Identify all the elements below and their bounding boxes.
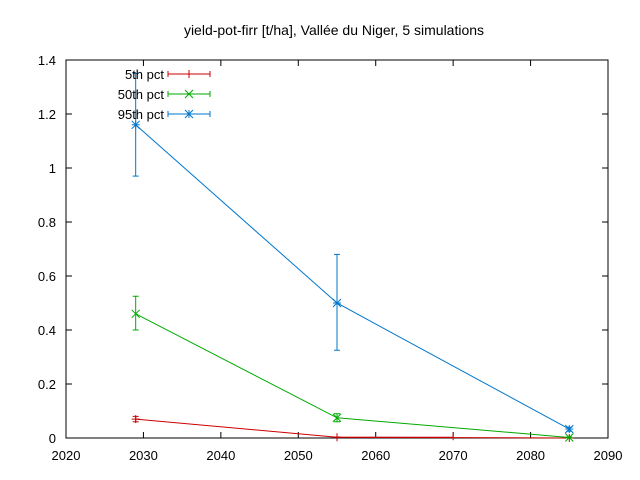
data-point — [332, 298, 342, 308]
legend-label: 95th pct — [118, 107, 165, 122]
marker-stroke — [564, 433, 574, 442]
marker-stroke — [131, 120, 141, 130]
data-point — [131, 120, 141, 130]
x-tick-label: 2080 — [516, 448, 545, 463]
legend-marker — [185, 70, 193, 78]
y-tick-label: 1.4 — [38, 53, 56, 68]
series-3 — [131, 73, 574, 434]
data-point — [332, 413, 342, 423]
x-tick-label: 2020 — [52, 448, 81, 463]
legend-item-1: 5th pct — [125, 67, 211, 82]
legend-item-3: 95th pct — [118, 107, 211, 122]
y-tick-label: 0.8 — [38, 215, 56, 230]
x-axis: 2020 2030 2040 2050 2060 2070 2080 2090 — [52, 60, 623, 463]
data-point — [564, 433, 574, 442]
x-tick-label: 2040 — [206, 448, 235, 463]
marker-stroke — [131, 309, 141, 319]
data-point — [131, 309, 141, 319]
marker-stroke — [564, 424, 574, 434]
marker-stroke — [332, 413, 342, 423]
x-tick-label: 2030 — [129, 448, 158, 463]
chart-title: yield-pot-firr [t/ha], Vallée du Niger, … — [184, 22, 484, 38]
series-2 — [131, 295, 574, 442]
marker-stroke — [184, 109, 194, 119]
y-tick-label: 0 — [49, 431, 56, 446]
legend-item-2: 50th pct — [118, 87, 211, 102]
x-tick-label: 2090 — [594, 448, 623, 463]
y-tick-label: 0.2 — [38, 377, 56, 392]
series-line — [135, 313, 570, 438]
x-tick-label: 2050 — [284, 448, 313, 463]
series-line — [135, 124, 570, 430]
legend: 5th pct 50th pct 95th pct — [118, 67, 211, 122]
y-tick-label: 1 — [49, 161, 56, 176]
y-tick-label: 0.6 — [38, 269, 56, 284]
series-layer — [131, 73, 574, 442]
y-tick-label: 1.2 — [38, 107, 56, 122]
legend-marker — [184, 89, 194, 99]
data-point — [564, 424, 574, 434]
marker-stroke — [332, 298, 342, 308]
data-point — [131, 415, 140, 424]
legend-label: 5th pct — [125, 67, 164, 82]
legend-label: 50th pct — [118, 87, 165, 102]
marker-stroke — [184, 89, 194, 99]
x-tick-label: 2060 — [361, 448, 390, 463]
legend-marker — [184, 109, 194, 119]
y-tick-label: 0.4 — [38, 323, 56, 338]
data-point — [333, 433, 341, 442]
x-tick-label: 2070 — [439, 448, 468, 463]
series-line — [135, 418, 570, 439]
y-axis: 0 0.2 0.4 0.6 0.8 1 1.2 1.4 — [38, 53, 608, 446]
